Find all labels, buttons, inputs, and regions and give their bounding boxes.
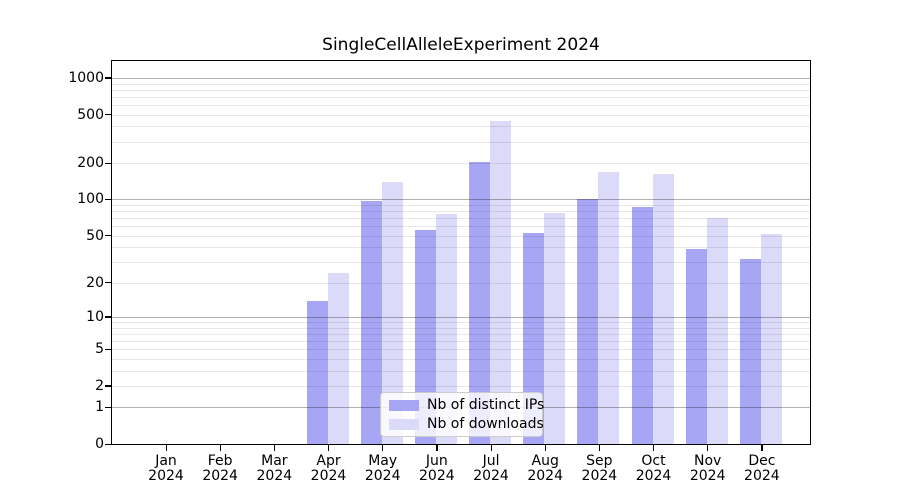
bar-distinct-ips [360, 201, 382, 444]
y-tick-label: 2 [95, 377, 104, 394]
y-tick-label: 1000 [68, 69, 104, 86]
plot-area [111, 60, 811, 445]
bar-downloads [327, 273, 349, 444]
y-tick-mark [105, 282, 112, 284]
y-tick-mark [105, 162, 112, 164]
x-tick-mark [707, 445, 709, 451]
bar-downloads [381, 181, 403, 444]
x-tick-mark [165, 445, 167, 451]
bar-distinct-ips [306, 300, 328, 444]
bar-downloads [706, 218, 728, 444]
y-tick-label: 500 [77, 106, 104, 123]
bars-layer [112, 61, 810, 444]
y-tick-label: 50 [86, 227, 104, 244]
y-tick-mark [105, 348, 112, 350]
bar-downloads [544, 213, 566, 444]
bar-distinct-ips [469, 161, 491, 444]
x-tick-mark [328, 445, 330, 451]
legend-label: Nb of distinct IPs [427, 397, 545, 413]
legend: Nb of distinct IPs Nb of downloads [380, 392, 544, 437]
x-tick-mark [653, 445, 655, 451]
x-tick-mark [436, 445, 438, 451]
x-tick-label: Jan 2024 [148, 453, 184, 484]
x-tick-label: May 2024 [364, 453, 401, 484]
bar-downloads [490, 120, 512, 444]
x-tick-label: Nov 2024 [689, 453, 726, 484]
x-tick-label: Oct 2024 [635, 453, 672, 484]
bar-distinct-ips [631, 207, 653, 444]
x-tick-label: Jul 2024 [473, 453, 509, 484]
bar-distinct-ips [523, 232, 545, 444]
y-tick-mark [105, 235, 112, 237]
x-tick-mark [598, 445, 601, 451]
x-tick-mark [490, 445, 492, 451]
bar-distinct-ips [685, 248, 707, 444]
y-tick-label: 5 [95, 341, 104, 358]
bar-distinct-ips [577, 199, 599, 444]
legend-swatch-distinct-ips [389, 399, 419, 411]
y-tick-label: 100 [77, 191, 104, 208]
y-tick-mark [105, 316, 112, 318]
x-tick-label: Dec 2024 [744, 453, 780, 484]
legend-swatch-downloads [389, 418, 419, 430]
bar-distinct-ips [414, 229, 436, 444]
x-tick-label: Mar 2024 [256, 453, 293, 484]
x-tick-label: Sep 2024 [581, 453, 618, 484]
x-tick-mark [761, 445, 763, 451]
y-tick-label: 200 [77, 155, 104, 171]
x-tick-mark [273, 445, 276, 451]
x-tick-label: Apr 2024 [310, 453, 347, 484]
legend-item-distinct-ips: Nb of distinct IPs [389, 397, 544, 413]
chart-title: SingleCellAlleleExperiment 2024 [322, 35, 600, 55]
y-tick-mark [105, 385, 112, 387]
x-tick-mark [382, 445, 384, 451]
legend-label: Nb of downloads [427, 416, 544, 432]
bar-downloads [598, 171, 620, 444]
bar-downloads [435, 213, 457, 444]
y-tick-mark [105, 77, 112, 79]
y-tick-label: 0 [95, 436, 104, 452]
x-tick-mark [544, 445, 546, 451]
y-tick-label: 20 [86, 274, 104, 291]
bar-downloads [760, 233, 782, 444]
y-tick-mark [105, 114, 112, 116]
x-tick-label: Jun 2024 [419, 453, 455, 484]
x-tick-mark [219, 445, 221, 451]
bar-distinct-ips [739, 258, 761, 444]
y-tick-label: 10 [86, 308, 104, 325]
y-tick-mark [105, 406, 112, 409]
y-tick-label: 1 [95, 399, 104, 416]
y-tick-mark [105, 443, 112, 445]
x-tick-label: Aug 2024 [527, 453, 563, 484]
bar-downloads [652, 174, 674, 444]
y-tick-mark [105, 198, 112, 201]
x-tick-label: Feb 2024 [202, 453, 238, 484]
legend-item-downloads: Nb of downloads [389, 416, 544, 432]
